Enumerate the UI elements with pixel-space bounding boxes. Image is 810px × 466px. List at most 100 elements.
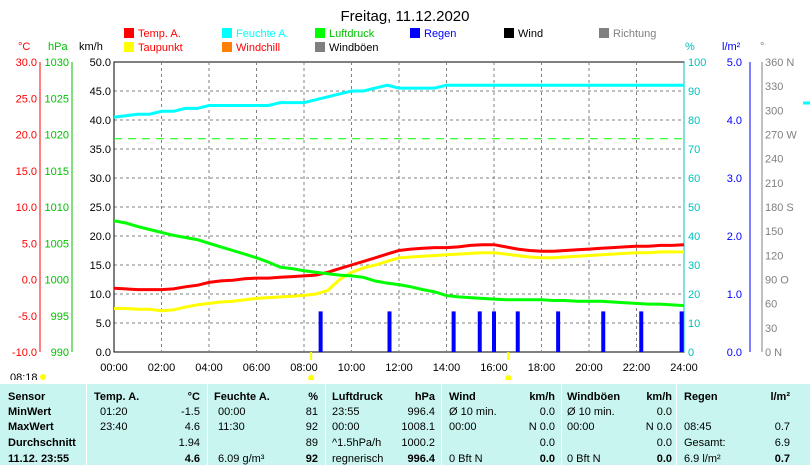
pressure-tick: 1015 — [45, 166, 69, 178]
rain-tick: 1.0 — [727, 289, 742, 301]
stats-wind-value: 0.0 — [539, 437, 555, 449]
humidity-tick: 60 — [688, 173, 700, 185]
stats-gust-value: 0.0 — [656, 453, 672, 465]
legend-label: Taupunkt — [138, 42, 183, 54]
stats-header-hum-unit: % — [308, 391, 318, 403]
stats-wind-value: 0.0 — [539, 453, 555, 465]
rain-unit: l/m² — [722, 41, 741, 53]
wind-tick: 35.0 — [90, 144, 111, 156]
stats-wind-time: 00:00 — [449, 421, 477, 433]
x-tick: 08:00 — [290, 362, 318, 374]
stats-rain-value: 6.9 — [774, 437, 790, 449]
stats-hum-time: 6.09 g/m³ — [218, 453, 265, 465]
series-line — [113, 219, 685, 308]
stats-temp-value: -1.5 — [181, 406, 200, 418]
rain-tick: 0.0 — [727, 347, 742, 359]
stats-row-label: MaxWert — [8, 421, 54, 433]
stats-hum-time: 00:00 — [218, 406, 246, 418]
rain-bar — [318, 311, 323, 352]
stats-wind-value: N 0.0 — [528, 421, 555, 433]
x-tick: 14:00 — [433, 362, 461, 374]
stats-header-gust: Windböen — [567, 391, 621, 403]
stats-header-rain: Regen — [684, 391, 718, 403]
legend-label: Regen — [424, 28, 456, 40]
column-separator — [561, 384, 562, 465]
pressure-tick: 1030 — [45, 57, 69, 69]
legend-label: Richtung — [613, 28, 656, 40]
rain-bar — [492, 311, 496, 352]
temp-tick: 20.0 — [16, 130, 37, 142]
column-separator — [325, 384, 326, 465]
legend-label: Luftdruck — [329, 28, 375, 40]
stats-press-time: 00:00 — [332, 421, 360, 433]
temp-tick: -10.0 — [12, 347, 37, 359]
wind-tick: 45.0 — [90, 86, 111, 98]
stats-press-time: 23:55 — [332, 406, 360, 418]
stats-press-value: 996.4 — [407, 406, 435, 418]
wind-tick: 20.0 — [90, 231, 111, 243]
temp-unit: °C — [18, 41, 30, 53]
stats-header-sensor: Sensor — [8, 391, 46, 403]
stats-press-value: 1008.1 — [401, 421, 435, 433]
humidity-tick: 50 — [688, 202, 700, 214]
humidity-tick: 30 — [688, 260, 700, 272]
rain-bar — [477, 311, 482, 352]
legend-swatch — [124, 28, 134, 38]
wind-tick: 0.0 — [96, 347, 111, 359]
pressure-tick: 1010 — [45, 202, 69, 214]
pressure-tick: 1005 — [45, 238, 69, 250]
temp-tick: 30.0 — [16, 57, 37, 69]
wind-tick: 40.0 — [90, 115, 111, 127]
pressure-tick: 1020 — [45, 130, 69, 142]
temp-tick: 5.0 — [22, 238, 37, 250]
stats-gust-time: 00:00 — [567, 421, 595, 433]
stats-rain-value: 0.7 — [774, 453, 790, 465]
stats-temp-value: 4.6 — [184, 453, 200, 465]
x-tick: 10:00 — [338, 362, 366, 374]
rain-tick: 3.0 — [727, 173, 742, 185]
direction-tick: 360 N — [765, 57, 794, 69]
x-tick: 06:00 — [243, 362, 271, 374]
series-line — [114, 250, 684, 313]
x-tick: 22:00 — [623, 362, 651, 374]
stats-press-value: 1000.2 — [401, 437, 435, 449]
stats-header-temp: Temp. A. — [94, 391, 140, 403]
x-tick: 16:00 — [480, 362, 508, 374]
legend-swatch — [222, 28, 232, 38]
stats-hum-value: 89 — [305, 437, 318, 449]
column-separator — [441, 384, 442, 465]
rain-bar — [387, 311, 392, 352]
direction-tick: 150 — [765, 226, 783, 238]
temp-tick: 25.0 — [16, 93, 37, 105]
stats-hum-value: 92 — [305, 453, 318, 465]
humidity-unit: % — [685, 41, 695, 53]
stats-gust-value: N 0.0 — [645, 421, 672, 433]
legend-swatch — [315, 28, 325, 38]
stats-gust-time: 0 Bft N — [567, 453, 601, 465]
wind-tick: 10.0 — [90, 289, 111, 301]
rain-tick: 2.0 — [727, 231, 742, 243]
stats-header-gust-unit: km/h — [646, 391, 672, 403]
rain-bar — [451, 311, 456, 352]
rain-tick: 4.0 — [727, 115, 742, 127]
x-tick: 00:00 — [100, 362, 128, 374]
marker-label: 08:18 — [10, 372, 38, 380]
humidity-tick: 10 — [688, 318, 700, 330]
stats-header-press-unit: hPa — [414, 391, 435, 403]
series-line — [113, 83, 684, 119]
humidity-tick: 80 — [688, 115, 700, 127]
legend-swatch — [124, 42, 134, 52]
legend-swatch — [599, 28, 609, 38]
wind-tick: 30.0 — [90, 173, 111, 185]
rain-bar — [556, 311, 561, 352]
rain-bar — [679, 311, 684, 352]
x-tick: 24:00 — [670, 362, 698, 374]
chart-svg: Freitag, 11.12.2020 Temp. A. Feuchte A. Luf… — [10, 8, 810, 384]
series-line — [113, 243, 685, 292]
humidity-tick: 0 — [688, 347, 694, 359]
stats-hum-value: 81 — [305, 406, 318, 418]
column-separator — [86, 384, 87, 465]
pressure-tick: 990 — [51, 347, 69, 359]
stats-temp-time: 23:40 — [100, 421, 128, 433]
stats-rain-time: 6.9 l/m² — [684, 453, 721, 465]
